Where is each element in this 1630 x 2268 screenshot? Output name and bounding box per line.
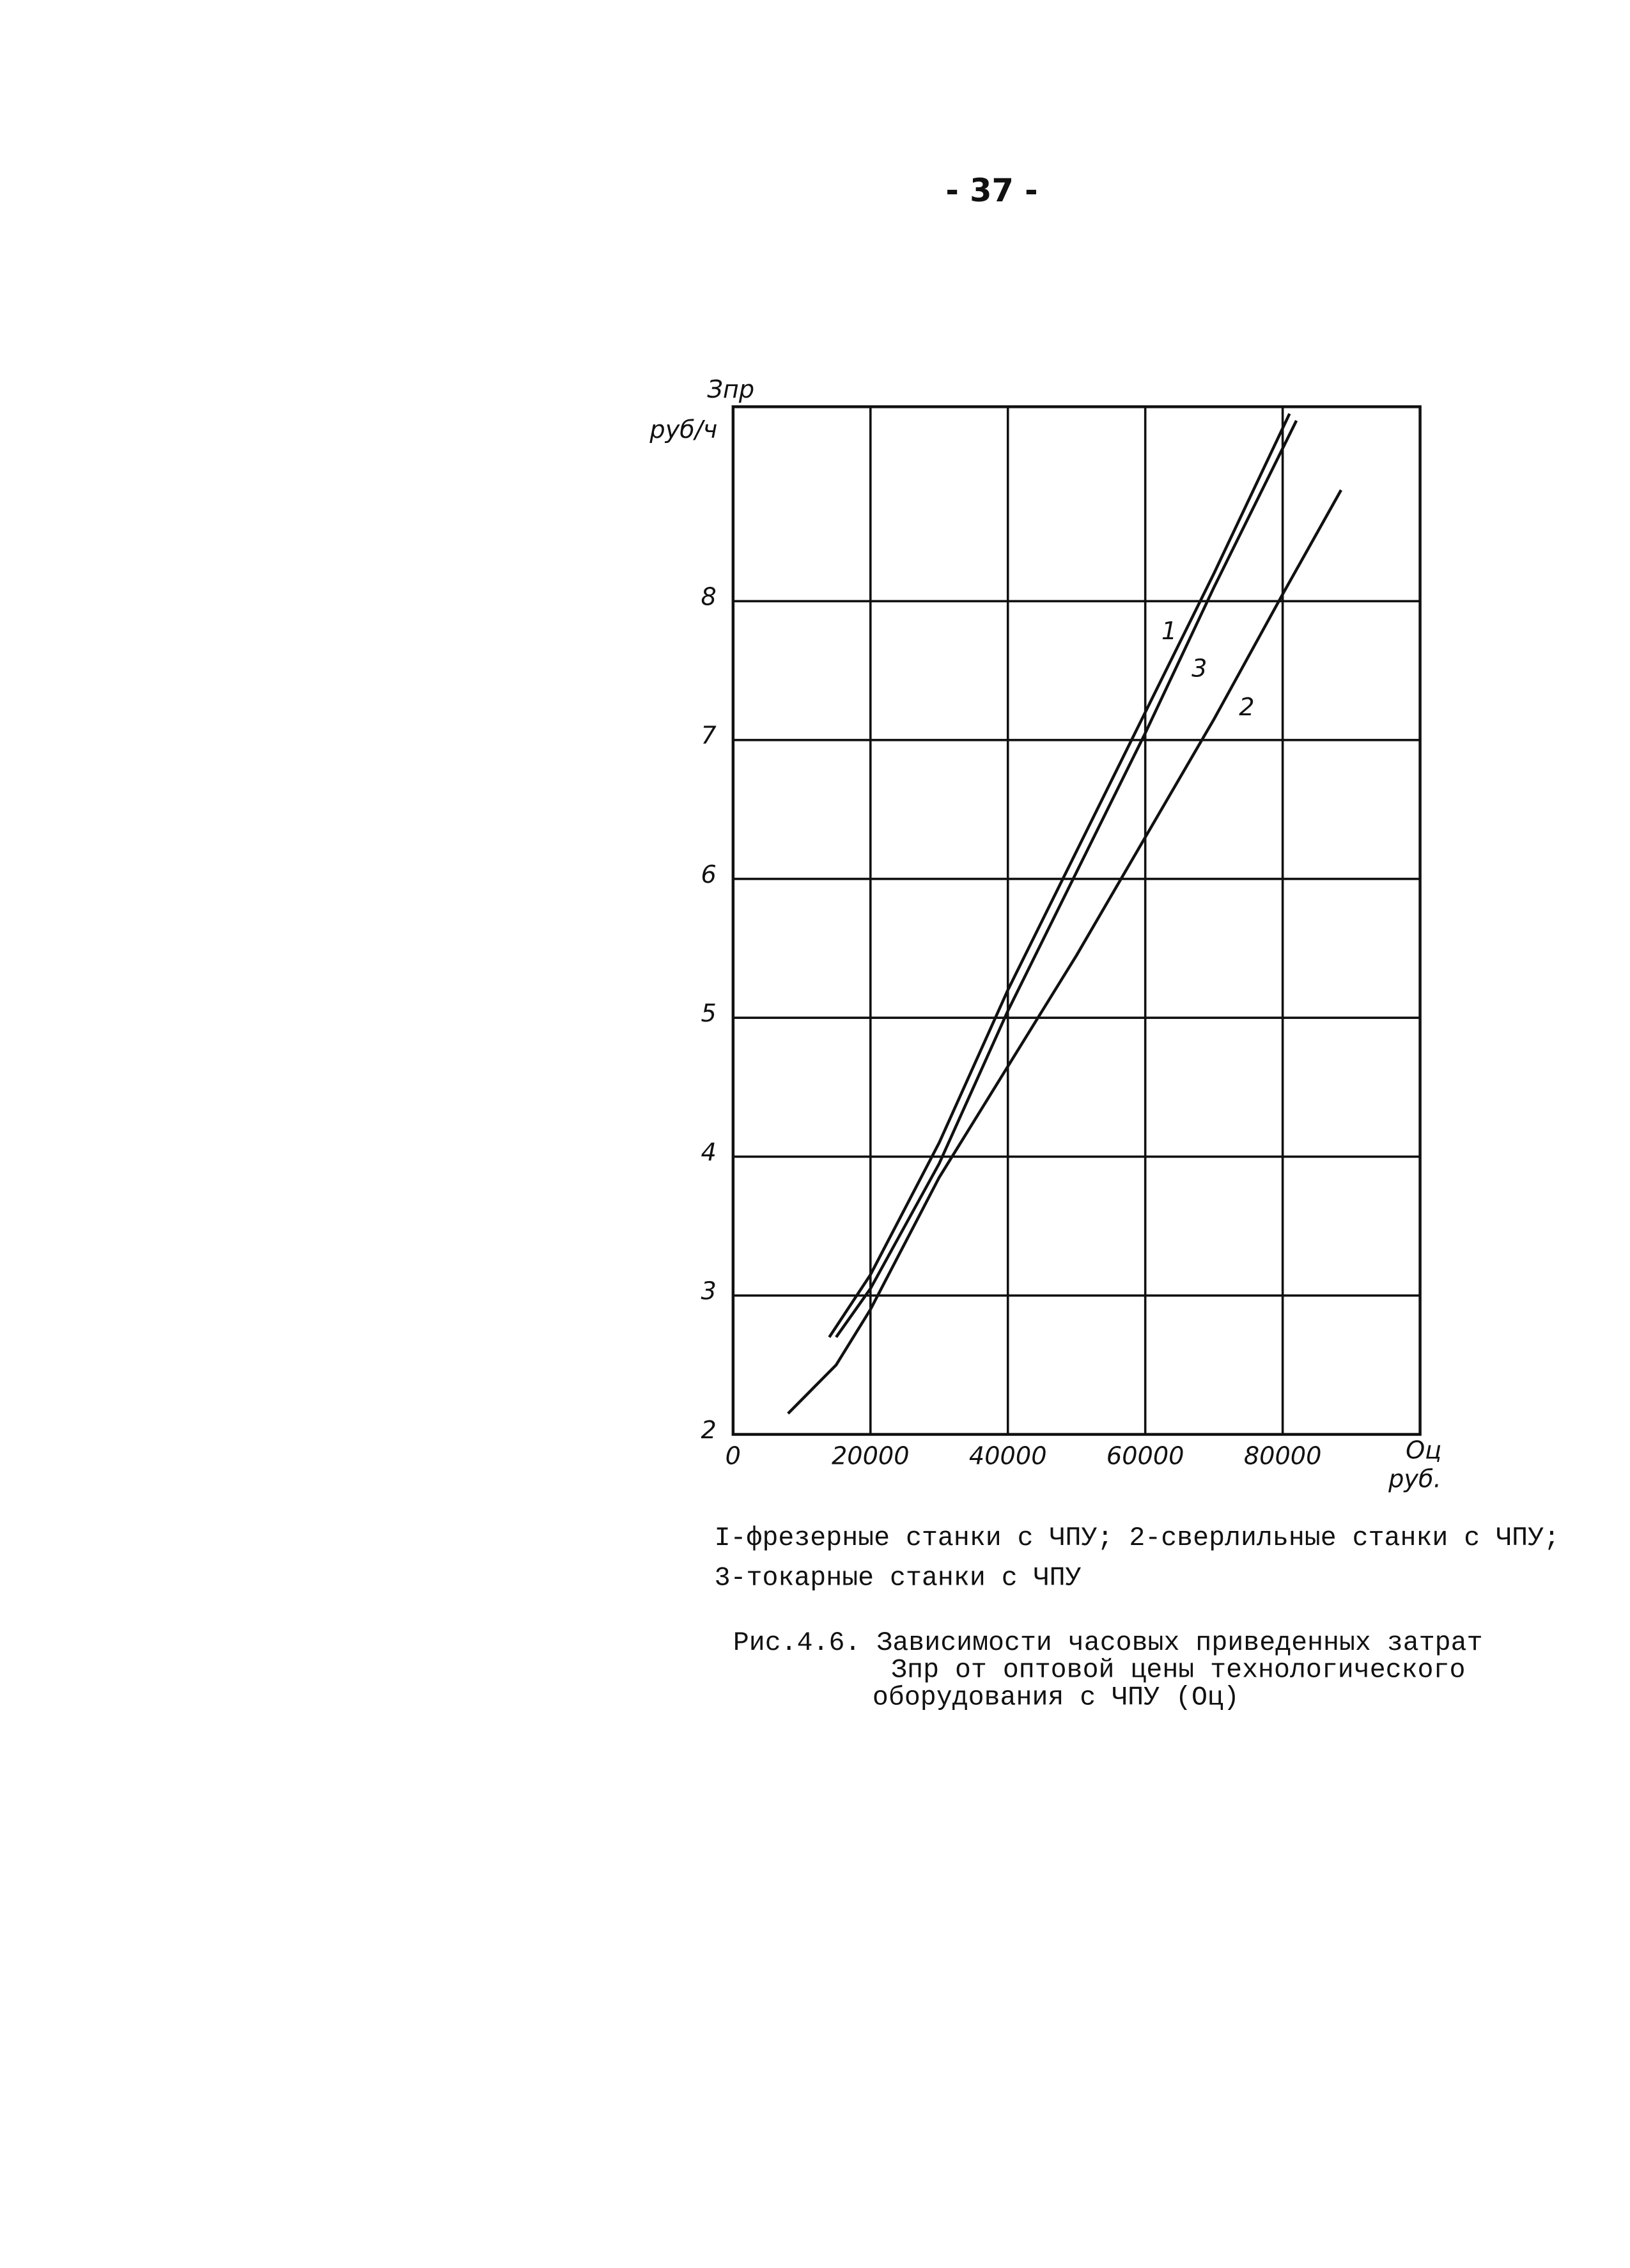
caption-line: Зпр от оптовой цены технологического	[891, 1656, 1465, 1686]
curve-label: 2	[1239, 694, 1254, 722]
x-tick-label: 20000	[832, 1442, 910, 1470]
y-tick-label: 4	[701, 1138, 716, 1167]
y-tick-label: 6	[701, 861, 716, 889]
plot-frame	[731, 405, 1422, 1436]
caption-line: оборудования с ЧПУ (Оц)	[873, 1682, 1239, 1713]
y-tick-label: 5	[701, 1000, 716, 1028]
x-tick-label: 80000	[1244, 1442, 1322, 1470]
y-tick-label: 2	[701, 1417, 716, 1445]
curve	[835, 420, 1298, 1339]
curve	[828, 413, 1291, 1339]
x-tick-label: 0	[726, 1442, 741, 1470]
curve	[787, 489, 1342, 1415]
legend-line: 3-токарные станки с ЧПУ	[715, 1564, 1082, 1594]
page-number: - 37 -	[945, 172, 1037, 209]
y-tick-label: 8	[701, 583, 716, 611]
y-axis-label: Зпр	[707, 376, 754, 404]
caption-line: Рис.4.6. Зависимости часовых приведенных…	[733, 1628, 1483, 1658]
x-axis-label: Оц	[1406, 1436, 1441, 1464]
curve-label: 1	[1161, 617, 1177, 646]
x-tick-label: 40000	[969, 1442, 1047, 1470]
y-tick-label: 7	[701, 722, 716, 750]
y-axis-unit: руб/ч	[649, 416, 717, 444]
x-tick-label: 60000	[1106, 1442, 1184, 1470]
legend-line: I-фрезерные станки с ЧПУ; 2-сверлильные …	[715, 1523, 1560, 1553]
curve-label: 3	[1191, 655, 1207, 683]
y-tick-label: 3	[701, 1278, 716, 1306]
x-axis-unit: руб.	[1388, 1465, 1441, 1493]
